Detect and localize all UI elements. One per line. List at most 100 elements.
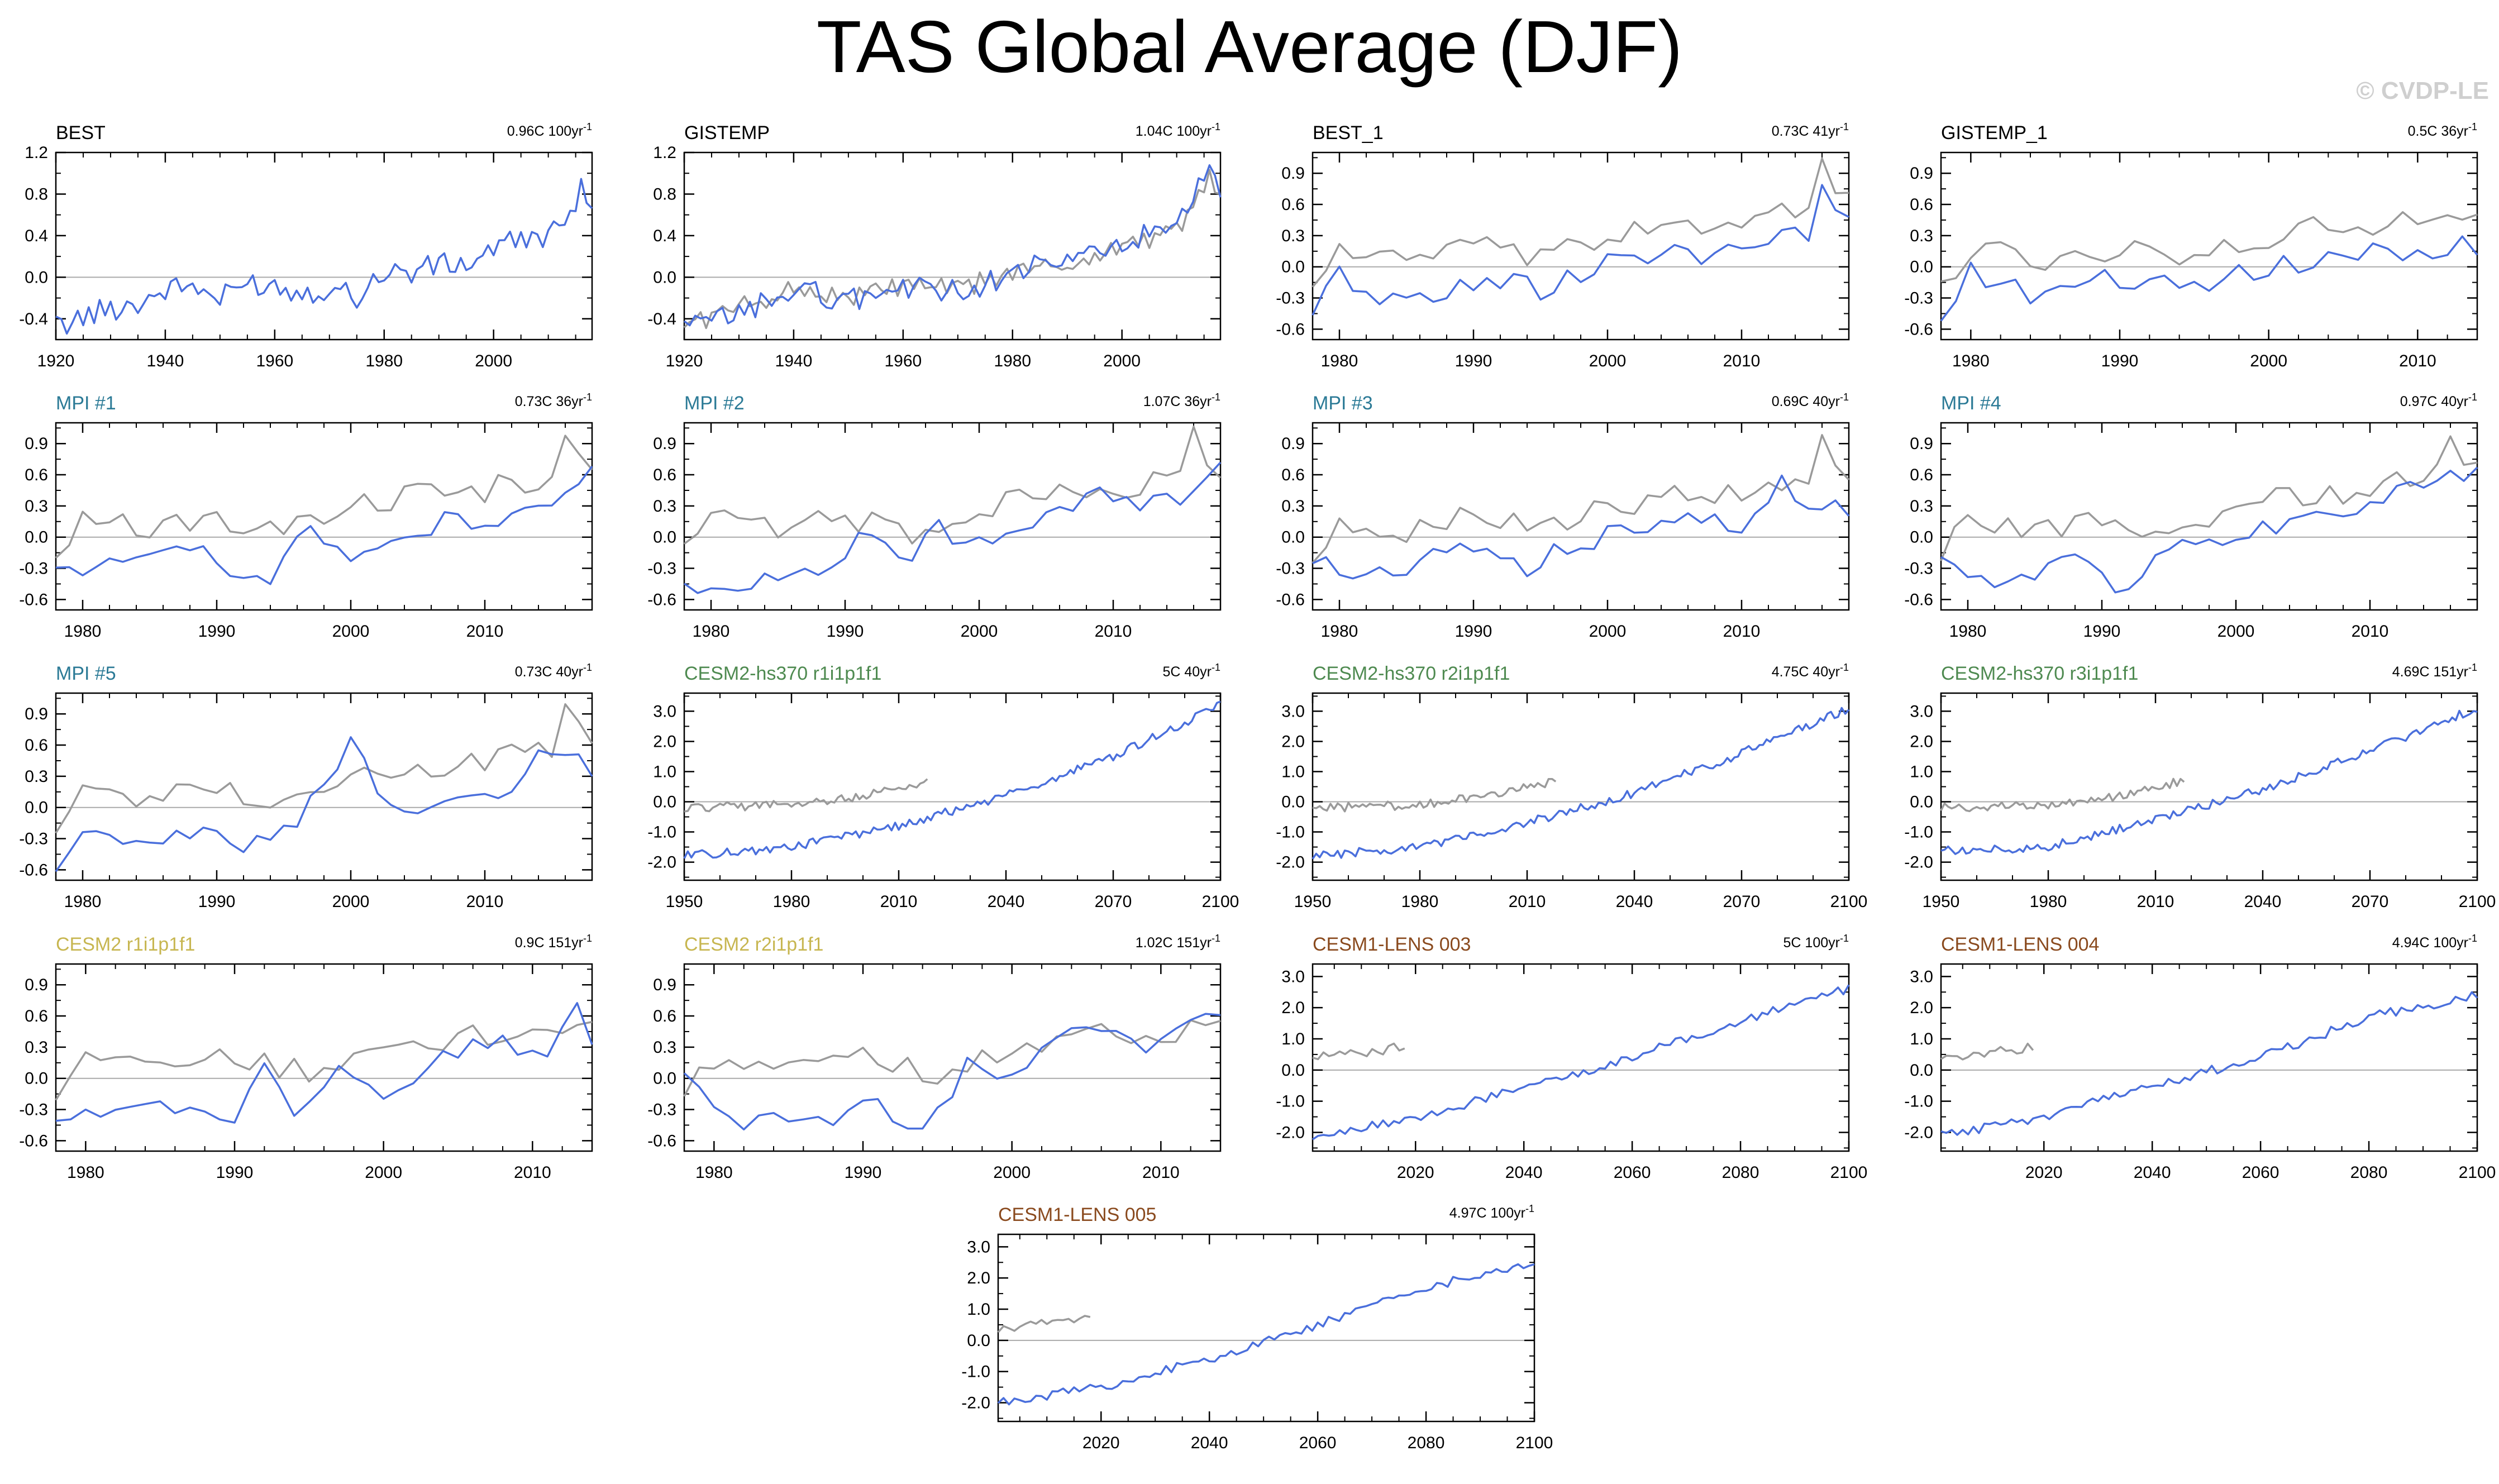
plot-frame	[1312, 422, 1850, 611]
x-tick-label: 1990	[1455, 352, 1492, 370]
y-tick-label: 0.0	[967, 1332, 990, 1350]
chart-panel: 1980 1990 2000 2010 -0.6 -0.3 0.0 0.3 0.6 0.9 BEST…	[1276, 121, 1850, 370]
x-tick-label: 1980	[1952, 352, 1990, 370]
x-tick-label: 2000	[1589, 622, 1627, 641]
y-tick-label: 0.0	[1910, 528, 1933, 547]
trend-exponent: -1	[1212, 662, 1220, 673]
x-tick-label: 1950	[1294, 893, 1332, 911]
obs-series-line	[997, 1315, 1091, 1333]
panel-title: BEST_1	[1313, 122, 1384, 144]
trend-exponent: -1	[1840, 121, 1849, 132]
trend-exponent: -1	[1212, 121, 1220, 132]
x-tick-label: 1980	[1321, 622, 1358, 641]
y-tick-label: 2.0	[1281, 999, 1305, 1017]
y-tick-label: 0.6	[25, 736, 48, 755]
y-tick-label: 0.3	[653, 1038, 676, 1057]
y-tick-label: 0.9	[653, 435, 676, 453]
trend-label: 0.5C 36yr-1	[2408, 121, 2477, 139]
panel-title: CESM2-hs370 r2i1p1f1	[1313, 663, 1510, 684]
plot-frame	[1312, 151, 1850, 341]
y-tick-label: 3.0	[967, 1238, 990, 1256]
trend-exponent: -1	[1212, 933, 1220, 944]
y-tick-label: -0.6	[1904, 590, 1933, 609]
x-tick-label: 1990	[827, 622, 864, 641]
y-tick-label: -0.3	[19, 830, 48, 848]
x-tick-label: 2010	[1509, 893, 1546, 911]
x-tick-label: 2080	[1722, 1163, 1759, 1182]
trend-label: 0.96C 100yr-1	[507, 121, 592, 139]
y-tick-label: 0.0	[1281, 258, 1305, 276]
trend-label: 0.73C 41yr-1	[1772, 121, 1849, 139]
x-tick-label: 2010	[1142, 1163, 1180, 1182]
obs-series-line	[55, 703, 593, 834]
trend-value: 0.73C 36yr	[515, 394, 583, 409]
model-series-line	[1312, 984, 1850, 1141]
x-tick-label: 2040	[2244, 893, 2282, 911]
plot-frame	[683, 692, 1222, 881]
x-tick-label: 2020	[1082, 1434, 1120, 1452]
x-tick-label: 2000	[961, 622, 998, 641]
model-series-line	[683, 700, 1221, 859]
panel-title: GISTEMP	[684, 122, 770, 144]
y-tick-label: 0.0	[653, 528, 676, 547]
y-tick-label: 0.3	[25, 767, 48, 786]
trend-value: 0.5C 36yr	[2408, 123, 2468, 139]
obs-series-line	[1940, 435, 2478, 561]
chart-panel: 1980 1990 2000 2010 -0.6 -0.3 0.0 0.3 0.6 0.9 MPI …	[1904, 392, 2478, 641]
y-tick-label: -2.0	[1276, 853, 1305, 872]
trend-label: 0.73C 36yr-1	[515, 392, 592, 409]
trend-label: 1.04C 100yr-1	[1136, 121, 1220, 139]
y-tick-label: 0.8	[653, 185, 676, 203]
y-tick-label: 3.0	[1281, 967, 1305, 986]
obs-series-line	[1940, 211, 2478, 283]
x-tick-label: 2010	[1095, 622, 1132, 641]
trend-label: 0.69C 40yr-1	[1772, 392, 1849, 409]
panel-title: GISTEMP_1	[1941, 122, 2048, 144]
obs-series-line	[1940, 1042, 2034, 1061]
obs-series-line	[1940, 777, 2185, 813]
y-tick-label: 0.0	[1910, 1061, 1933, 1080]
y-tick-label: 0.3	[1281, 227, 1305, 245]
y-tick-label: 0.0	[25, 268, 48, 287]
trend-exponent: -1	[2468, 392, 2477, 403]
y-tick-label: 0.6	[25, 466, 48, 484]
y-tick-label: 0.3	[1281, 497, 1305, 516]
y-tick-label: 1.0	[967, 1300, 990, 1319]
x-tick-label: 2000	[2217, 622, 2255, 641]
x-tick-label: 2000	[1589, 352, 1627, 370]
x-tick-label: 2100	[1202, 893, 1239, 911]
obs-series-line	[1312, 1042, 1405, 1061]
x-tick-label: 2000	[993, 1163, 1031, 1182]
y-tick-label: 0.6	[1910, 195, 1933, 214]
y-tick-label: 0.0	[25, 1070, 48, 1088]
chart-panel: 1980 1990 2000 2010 -0.6 -0.3 0.0 0.3 0.6 0.9 MPI …	[647, 392, 1222, 641]
y-tick-label: 0.4	[653, 227, 676, 245]
obs-series-line	[683, 425, 1222, 545]
trend-label: 0.97C 40yr-1	[2400, 392, 2477, 409]
trend-value: 5C 40yr	[1162, 664, 1212, 680]
y-tick-label: 1.0	[1910, 762, 1933, 781]
y-tick-label: 0.6	[1281, 466, 1305, 484]
panel-title: CESM1-LENS 005	[998, 1204, 1156, 1225]
model-series-line	[55, 178, 593, 335]
x-tick-label: 1980	[1949, 622, 1987, 641]
y-tick-label: 0.9	[653, 976, 676, 994]
x-tick-label: 2040	[1191, 1434, 1228, 1452]
y-tick-label: 0.0	[1281, 528, 1305, 547]
y-tick-label: 0.8	[25, 185, 48, 203]
y-tick-label: -0.3	[1276, 289, 1305, 308]
model-series-line	[1940, 991, 2478, 1136]
y-tick-label: 0.6	[25, 1007, 48, 1025]
trend-value: 0.97C 40yr	[2400, 394, 2468, 409]
plot-frame	[683, 963, 1222, 1152]
plot-frame	[55, 151, 593, 341]
page-title: TAS Global Average (DJF)	[816, 6, 1683, 88]
y-tick-label: 0.3	[1910, 227, 1933, 245]
panel-title: CESM1-LENS 004	[1941, 934, 2099, 955]
panel-title: CESM2-hs370 r1i1p1f1	[684, 663, 881, 684]
panel-title: CESM2 r2i1p1f1	[684, 934, 823, 955]
x-tick-label: 2040	[1505, 1163, 1543, 1182]
obs-series-line	[1312, 157, 1849, 288]
y-tick-label: -0.4	[647, 310, 676, 328]
y-tick-label: -1.0	[961, 1363, 990, 1381]
